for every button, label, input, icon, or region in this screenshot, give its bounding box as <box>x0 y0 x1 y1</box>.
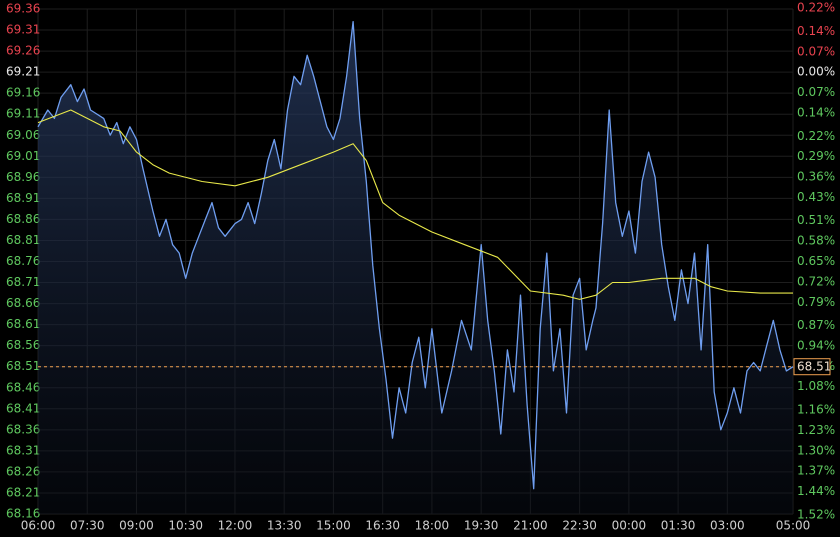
x-tick-label: 09:00 <box>119 519 154 533</box>
y-tick-label: 68.66 <box>6 296 40 310</box>
y-tick-label: 68.81 <box>6 233 40 247</box>
y-tick-label: 68.71 <box>6 275 40 289</box>
y-tick-label: 69.16 <box>6 86 40 100</box>
y2-tick-label: 0.72% <box>797 274 835 288</box>
y2-tick-label: 0.87% <box>797 318 835 332</box>
y2-tick-label: 0.43% <box>797 190 835 204</box>
x-tick-label: 16:30 <box>365 519 400 533</box>
y2-tick-label: 0.22% <box>797 129 835 143</box>
y2-tick-label: 1.23% <box>797 423 835 437</box>
y-tick-label: 68.76 <box>6 254 40 268</box>
y2-tick-label: 0.94% <box>797 338 835 352</box>
y-tick-label: 69.31 <box>6 23 40 37</box>
y-tick-label: 69.01 <box>6 149 40 163</box>
y-tick-label: 68.26 <box>6 464 40 478</box>
y-tick-label: 68.41 <box>6 401 40 415</box>
y2-tick-label: 1.30% <box>797 443 835 457</box>
y-tick-label: 69.06 <box>6 128 40 142</box>
y-tick-label: 69.21 <box>6 65 40 79</box>
y2-tick-label: 1.37% <box>797 464 835 478</box>
y2-tick-label: 1.44% <box>797 484 835 498</box>
y-tick-label: 68.36 <box>6 422 40 436</box>
y2-tick-label: 1.16% <box>797 403 835 417</box>
x-tick-label: 21:00 <box>513 519 548 533</box>
last-price-box <box>793 358 831 376</box>
y2-tick-label: 0.79% <box>797 295 835 309</box>
y-tick-label: 69.11 <box>6 107 40 121</box>
x-tick-label: 13:30 <box>267 519 302 533</box>
y-tick-label: 68.46 <box>6 380 40 394</box>
y2-tick-label: 1.08% <box>797 379 835 393</box>
x-tick-label: 05:00 <box>776 519 811 533</box>
y-tick-label: 68.31 <box>6 443 40 457</box>
y2-tick-label: 1.52% <box>797 507 835 521</box>
y2-tick-label: 0.14% <box>797 24 835 38</box>
y2-tick-label: 0.58% <box>797 234 835 248</box>
last-price-label: 68.51 <box>797 360 831 374</box>
y-tick-label: 68.96 <box>6 170 40 184</box>
y-tick-label: 69.26 <box>6 44 40 58</box>
y-tick-label: 68.61 <box>6 317 40 331</box>
y2-tick-label: 0.14% <box>797 105 835 119</box>
y2-tick-label: 0.07% <box>797 85 835 99</box>
y2-tick-label: 0.07% <box>797 44 835 58</box>
x-tick-label: 15:00 <box>316 519 351 533</box>
y2-tick-label: 0.22% <box>797 1 835 15</box>
y2-tick-label: 0.29% <box>797 149 835 163</box>
area <box>38 21 793 514</box>
y2-tick-label: 0.51% <box>797 213 835 227</box>
x-tick-label: 12:00 <box>218 519 253 533</box>
y-tick-label: 68.91 <box>6 191 40 205</box>
line <box>37 20 794 490</box>
y2-tick-label: 0.65% <box>797 254 835 268</box>
x-tick-label: 22:30 <box>562 519 597 533</box>
line <box>37 109 793 300</box>
x-tick-label: 18:00 <box>415 519 450 533</box>
y-tick-label: 68.51 <box>6 359 40 373</box>
x-tick-label: 03:00 <box>710 519 745 533</box>
y-tick-label: 68.56 <box>6 338 40 352</box>
x-tick-label: 07:30 <box>70 519 105 533</box>
x-tick-label: 19:30 <box>464 519 499 533</box>
y-tick-label: 68.16 <box>6 507 40 521</box>
y-tick-label: 68.86 <box>6 212 40 226</box>
y2-tick-label: 0.36% <box>797 170 835 184</box>
x-tick-label: 06:00 <box>21 519 56 533</box>
x-tick-label: 01:30 <box>661 519 696 533</box>
x-tick-label: 00:00 <box>612 519 647 533</box>
y-tick-label: 68.21 <box>6 485 40 499</box>
y-tick-label: 69.36 <box>6 2 40 16</box>
x-tick-label: 10:30 <box>168 519 203 533</box>
y2-tick-label: 0.00% <box>797 65 835 79</box>
